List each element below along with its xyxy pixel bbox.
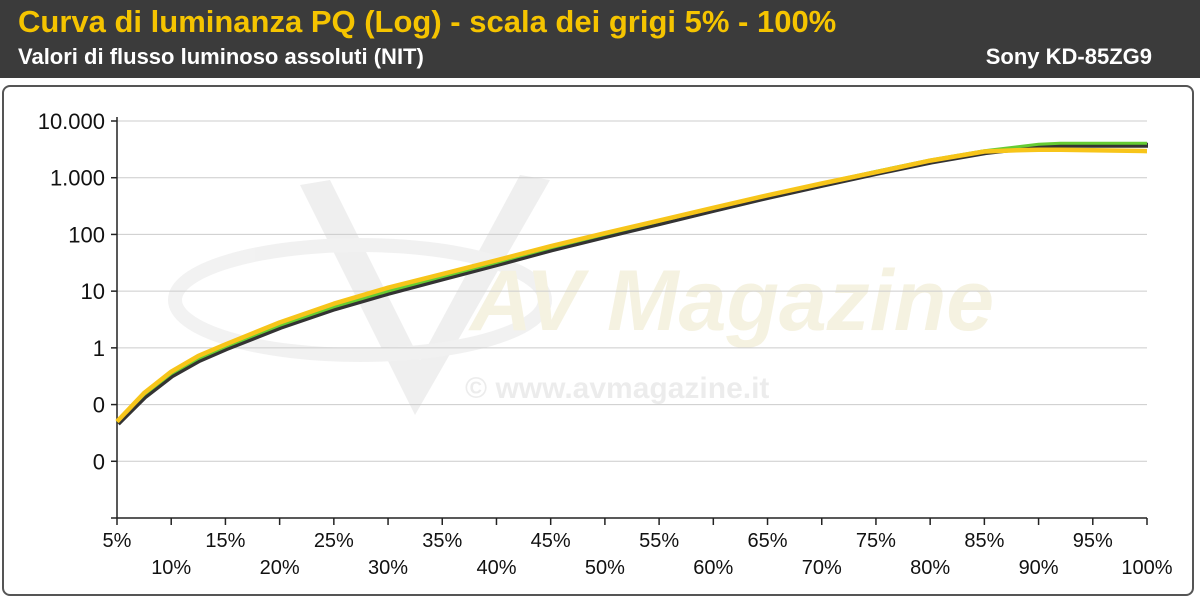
- x-tick-label-lower: 20%: [260, 557, 300, 579]
- tick-labels: 0 0 1 10 100 1.000 10.000 5% 10% 15% 20% 25% 30% 35% 4…: [38, 109, 1173, 579]
- y-tick-label: 10: [81, 279, 105, 304]
- chart-subtitle: Valori di flusso luminoso assoluti (NIT): [18, 44, 424, 69]
- y-tick-label: 0: [93, 449, 105, 474]
- x-tick-label-upper: 15%: [205, 530, 245, 552]
- watermark-logo-shape: [300, 175, 550, 415]
- watermark-brand: AV Magazine: [468, 253, 994, 349]
- x-tick-label-upper: 5%: [103, 530, 132, 552]
- y-tick-label: 0: [93, 393, 105, 418]
- chart-panel: [2, 85, 1194, 596]
- device-model: Sony KD-85ZG9: [985, 44, 1152, 69]
- x-tick-label-upper: 75%: [856, 530, 896, 552]
- x-tick-label-upper: 95%: [1073, 530, 1113, 552]
- x-tick-label-lower: 10%: [151, 557, 191, 579]
- x-tick-label-lower: 50%: [585, 557, 625, 579]
- x-tick-label-lower: 60%: [693, 557, 733, 579]
- grid: [117, 120, 1147, 462]
- y-tick-label: 1.000: [50, 166, 105, 191]
- watermark-site: © www.avmagazine.it: [465, 372, 769, 405]
- x-tick-label-lower: 30%: [368, 557, 408, 579]
- x-tick-label-upper: 65%: [748, 530, 788, 552]
- x-tick-label-lower: 80%: [910, 557, 950, 579]
- x-tick-label-lower: 90%: [1019, 557, 1059, 579]
- series: [115, 141, 1148, 426]
- x-tick-label-lower: 70%: [802, 557, 842, 579]
- watermark: AV Magazine © www.avmagazine.it: [168, 175, 994, 415]
- x-tick-label-lower: 100%: [1121, 557, 1172, 579]
- chart-header: Curva di luminanza PQ (Log) - scala dei …: [0, 0, 1200, 78]
- x-tick-label-upper: 35%: [422, 530, 462, 552]
- x-tick-label-upper: 85%: [964, 530, 1004, 552]
- y-tick-label: 10.000: [38, 109, 105, 134]
- series-yellow-line: [115, 147, 1148, 424]
- x-tick-label-upper: 25%: [314, 530, 354, 552]
- axes: [111, 117, 1148, 525]
- x-tick-label-upper: 45%: [531, 530, 571, 552]
- y-tick-label: 1: [93, 336, 105, 361]
- x-tick-label-upper: 55%: [639, 530, 679, 552]
- y-tick-label: 100: [68, 222, 105, 247]
- chart-title: Curva di luminanza PQ (Log) - scala dei …: [18, 4, 837, 39]
- watermark-logo-ring: [168, 238, 552, 362]
- x-tick-label-lower: 40%: [476, 557, 516, 579]
